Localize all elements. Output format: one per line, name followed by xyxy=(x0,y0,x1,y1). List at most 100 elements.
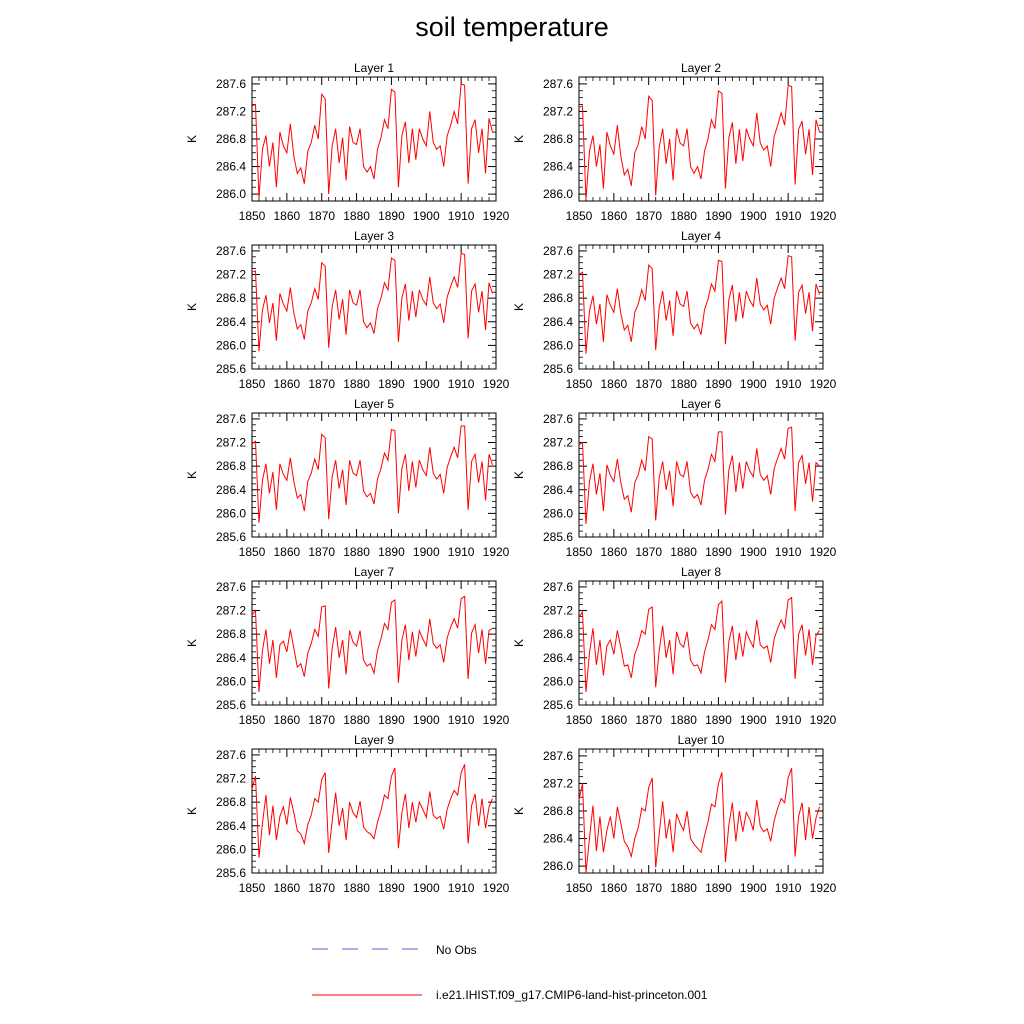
x-tick-label: 1870 xyxy=(308,209,335,223)
x-tick-label: 1880 xyxy=(670,881,697,895)
y-tick-label: 286.0 xyxy=(543,187,573,201)
x-tick-label: 1870 xyxy=(308,713,335,727)
x-tick-label: 1860 xyxy=(274,881,301,895)
panel-title: Layer 10 xyxy=(678,733,725,747)
y-axis-label: K xyxy=(512,807,526,815)
y-tick-label: 286.4 xyxy=(543,832,573,846)
x-tick-label: 1920 xyxy=(810,377,837,391)
x-tick-label: 1870 xyxy=(308,545,335,559)
series-line xyxy=(251,425,493,523)
x-tick-label: 1900 xyxy=(740,545,767,559)
y-axis-label: K xyxy=(185,807,199,815)
y-tick-label: 287.6 xyxy=(216,77,246,91)
panel-title: Layer 5 xyxy=(354,397,394,411)
y-tick-label: 285.6 xyxy=(216,866,246,880)
x-tick-label: 1910 xyxy=(448,881,475,895)
y-tick-label: 287.6 xyxy=(543,412,573,426)
panel-9: Layer 9 1850 1860 1870 1880 1890 1900 1910 1920 2… xyxy=(185,733,510,895)
y-tick-label: 286.4 xyxy=(216,483,246,497)
x-tick-label: 1850 xyxy=(566,881,593,895)
y-tick-label: 286.0 xyxy=(216,506,246,520)
y-axis-label: K xyxy=(512,639,526,647)
x-tick-label: 1870 xyxy=(635,377,662,391)
x-tick-label: 1920 xyxy=(810,881,837,895)
plot-frame xyxy=(578,748,824,874)
legend: No Obs i.e21.IHIST.f09_g17.CMIP6-land-his… xyxy=(312,943,708,1002)
y-axis-label: K xyxy=(512,303,526,311)
x-tick-label: 1900 xyxy=(413,713,440,727)
x-tick-label: 1920 xyxy=(483,377,510,391)
y-axis-label: K xyxy=(185,135,199,143)
plot-frame xyxy=(578,412,824,538)
series-line xyxy=(251,764,493,858)
series-line xyxy=(578,426,820,525)
y-tick-label: 285.6 xyxy=(543,530,573,544)
y-tick-label: 287.2 xyxy=(216,772,246,786)
x-tick-label: 1890 xyxy=(705,209,732,223)
x-tick-label: 1880 xyxy=(343,545,370,559)
panel-1: Layer 1 1850 1860 1870 1880 1890 1900 1910 1920 2… xyxy=(185,61,510,223)
x-tick-label: 1900 xyxy=(413,209,440,223)
x-tick-label: 1870 xyxy=(635,713,662,727)
y-tick-label: 286.0 xyxy=(543,674,573,688)
series-line xyxy=(578,768,820,874)
x-tick-label: 1870 xyxy=(635,881,662,895)
x-tick-label: 1890 xyxy=(705,377,732,391)
series-line xyxy=(251,595,493,693)
y-axis-label: K xyxy=(185,639,199,647)
x-tick-label: 1890 xyxy=(378,377,405,391)
x-tick-label: 1880 xyxy=(343,881,370,895)
y-tick-label: 285.6 xyxy=(543,362,573,376)
plot-frame xyxy=(251,244,497,370)
x-tick-label: 1910 xyxy=(775,545,802,559)
x-tick-label: 1910 xyxy=(448,713,475,727)
x-tick-label: 1900 xyxy=(740,713,767,727)
x-tick-label: 1850 xyxy=(239,377,266,391)
x-tick-label: 1900 xyxy=(740,881,767,895)
y-tick-label: 286.0 xyxy=(216,674,246,688)
y-tick-label: 287.6 xyxy=(216,748,246,762)
plot-frame xyxy=(578,244,824,370)
y-tick-label: 286.8 xyxy=(543,627,573,641)
x-tick-label: 1890 xyxy=(705,545,732,559)
y-tick-label: 286.4 xyxy=(543,483,573,497)
y-tick-label: 286.8 xyxy=(543,459,573,473)
x-tick-label: 1910 xyxy=(775,377,802,391)
x-tick-label: 1880 xyxy=(343,209,370,223)
y-axis-label: K xyxy=(185,303,199,311)
x-tick-label: 1870 xyxy=(308,881,335,895)
x-tick-label: 1910 xyxy=(775,209,802,223)
x-tick-label: 1920 xyxy=(483,545,510,559)
panel-title: Layer 7 xyxy=(354,565,394,579)
series-line xyxy=(251,83,493,198)
chart-title: soil temperature xyxy=(415,12,609,42)
y-tick-label: 287.6 xyxy=(543,749,573,763)
y-tick-label: 286.4 xyxy=(216,315,246,329)
panel-title: Layer 1 xyxy=(354,61,394,75)
x-tick-label: 1910 xyxy=(775,881,802,895)
x-tick-label: 1850 xyxy=(239,881,266,895)
y-tick-label: 287.6 xyxy=(543,580,573,594)
x-tick-label: 1880 xyxy=(343,377,370,391)
x-tick-label: 1870 xyxy=(308,377,335,391)
x-tick-label: 1860 xyxy=(274,713,301,727)
x-tick-label: 1880 xyxy=(670,545,697,559)
x-tick-label: 1920 xyxy=(483,881,510,895)
panel-6: Layer 6 1850 1860 1870 1880 1890 1900 1910 1920 2… xyxy=(512,397,837,559)
legend-label: No Obs xyxy=(436,943,477,957)
y-tick-label: 285.6 xyxy=(216,698,246,712)
x-tick-label: 1890 xyxy=(705,881,732,895)
y-tick-label: 287.2 xyxy=(543,604,573,618)
x-tick-label: 1860 xyxy=(274,209,301,223)
legend-label: i.e21.IHIST.f09_g17.CMIP6-land-hist-prin… xyxy=(436,988,708,1002)
x-tick-label: 1880 xyxy=(343,713,370,727)
y-tick-label: 287.2 xyxy=(216,604,246,618)
panel-7: Layer 7 1850 1860 1870 1880 1890 1900 1910 1920 2… xyxy=(185,565,510,727)
y-tick-label: 286.0 xyxy=(543,506,573,520)
x-tick-label: 1890 xyxy=(378,881,405,895)
y-axis-label: K xyxy=(512,471,526,479)
x-tick-label: 1920 xyxy=(810,713,837,727)
panel-5: Layer 5 1850 1860 1870 1880 1890 1900 1910 1920 2… xyxy=(185,397,510,559)
x-tick-label: 1850 xyxy=(239,545,266,559)
